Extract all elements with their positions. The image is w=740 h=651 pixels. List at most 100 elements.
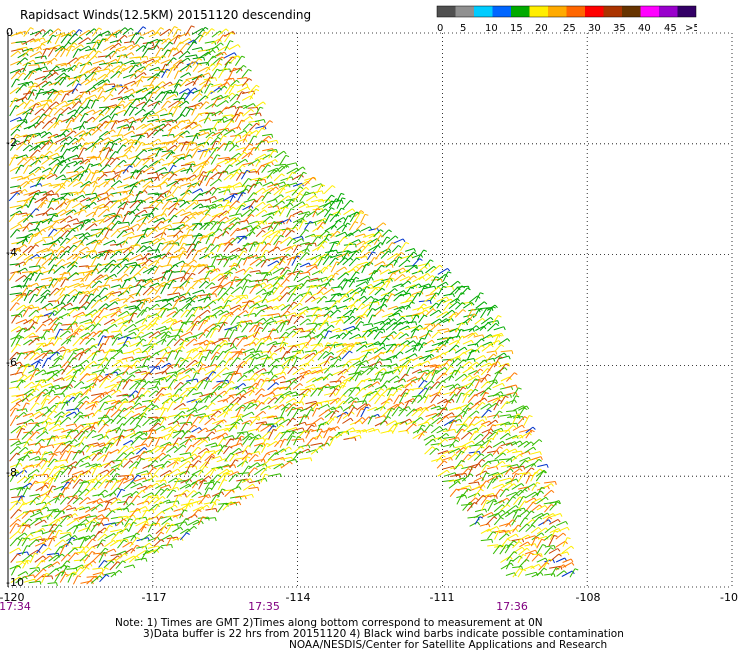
wind-barb-feather (400, 310, 403, 313)
wind-barb (298, 342, 307, 345)
wind-barb-feather (255, 227, 258, 229)
wind-barb-feather (353, 209, 355, 212)
wind-barb-feather (57, 66, 60, 68)
wind-barb-feather (117, 230, 120, 232)
wind-barb (229, 145, 236, 152)
wind-barb (198, 297, 209, 301)
wind-barb-feather (65, 143, 68, 144)
wind-barb-feather (222, 222, 225, 223)
wind-barb-feather (298, 285, 301, 286)
wind-barb-feather (227, 228, 230, 229)
wind-barb (242, 323, 249, 333)
wind-barb-feather (124, 160, 127, 162)
wind-barb-feather (432, 340, 434, 343)
wind-barb-feather (154, 289, 157, 291)
wind-barb (350, 299, 357, 308)
wind-barb-feather (141, 37, 144, 39)
wind-barb-feather (31, 100, 34, 102)
wind-barb (73, 244, 81, 253)
wind-barb (79, 148, 84, 158)
wind-barb-feather (480, 293, 483, 294)
wind-barb (192, 290, 203, 294)
wind-barb-feather (117, 266, 120, 268)
wind-barb-feather (379, 232, 381, 235)
wind-barb (141, 64, 149, 72)
wind-barb-feather (416, 322, 417, 325)
wind-barb-feather (426, 310, 428, 313)
wind-barb (495, 345, 502, 352)
wind-barb-feather (75, 138, 78, 140)
wind-barb-feather (210, 200, 211, 203)
wind-barb-feather (197, 105, 200, 106)
wind-barb-feather (48, 290, 51, 292)
wind-barb (35, 344, 42, 351)
wind-barb-feather (58, 29, 61, 31)
wind-barb-feather (126, 359, 127, 362)
wind-barb (147, 130, 155, 138)
wind-barb-feather (116, 121, 119, 122)
wind-barb-feather (37, 255, 39, 258)
wind-barb-feather (85, 307, 86, 310)
wind-barb-feather (308, 319, 311, 322)
wind-barb-feather (129, 222, 130, 225)
wind-barb-feather (453, 294, 454, 297)
wind-barb-feather (32, 82, 34, 85)
wind-barb (74, 166, 81, 172)
wind-barb (35, 121, 42, 128)
wind-barb (331, 320, 342, 323)
wind-barb-feather (137, 209, 140, 211)
wind-barb-feather (421, 338, 424, 339)
wind-barb (154, 69, 165, 70)
wind-barb (348, 328, 357, 332)
wind-barb-feather (278, 241, 281, 242)
wind-barb (117, 86, 127, 87)
wind-barb (218, 157, 229, 159)
wind-barb (72, 145, 79, 152)
wind-barb (60, 75, 67, 85)
wind-barb-feather (392, 264, 393, 267)
wind-barb-feather (462, 336, 465, 338)
wind-barb-feather (109, 116, 111, 119)
wind-barb-feather (108, 138, 110, 141)
wind-barb (172, 222, 184, 223)
wind-barb-feather (66, 199, 69, 201)
wind-barb-feather (50, 151, 53, 153)
wind-barb (369, 271, 375, 281)
wind-barb-feather (401, 332, 404, 334)
wind-barb-feather (54, 311, 57, 313)
wind-barb-feather (131, 320, 133, 323)
wind-barb-feather (79, 30, 82, 32)
wind-barb (386, 243, 392, 252)
wind-barb-feather (62, 246, 65, 248)
wind-barb-feather (194, 339, 197, 341)
wind-barb (180, 107, 186, 116)
wind-barb (56, 187, 63, 194)
wind-barb-feather (260, 243, 263, 244)
wind-barb (380, 270, 389, 275)
wind-barb-feather (99, 67, 102, 69)
wind-barb-feather (218, 137, 221, 139)
wind-barb-feather (108, 80, 110, 83)
wind-barb (173, 51, 181, 56)
wind-barb-feather (256, 208, 259, 210)
wind-barb (11, 176, 22, 178)
wind-barb-feather (61, 108, 64, 110)
wind-barb (110, 151, 116, 158)
wind-barb (174, 143, 181, 151)
wind-barb-feather (56, 72, 59, 75)
wind-barb-feather (308, 276, 310, 279)
wind-barb-feather (146, 165, 149, 167)
wind-barb-feather (162, 87, 165, 89)
wind-barb-feather (218, 165, 221, 167)
wind-barb-feather (120, 334, 122, 337)
wind-barb-feather (429, 331, 432, 332)
wind-barb-feather (361, 211, 364, 213)
wind-barb-feather (62, 266, 65, 268)
wind-barb-feather (145, 191, 147, 194)
wind-barb-feather (187, 225, 189, 228)
wind-barb (149, 139, 159, 145)
wind-barb-feather (147, 216, 150, 217)
wind-barb-feather (266, 250, 269, 251)
wind-barb (73, 241, 81, 245)
wind-barb-feather (93, 281, 96, 283)
